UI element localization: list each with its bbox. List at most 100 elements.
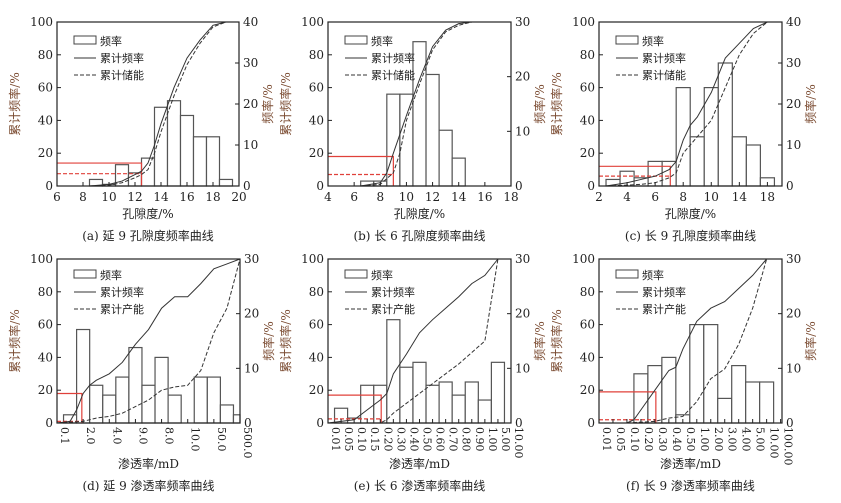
frequency-bar [451, 157, 466, 187]
frequency-bar [647, 365, 663, 424]
frequency-bar [167, 394, 182, 424]
frequency-bar [731, 365, 747, 424]
cumulative-second-line [89, 21, 227, 187]
y2-tick-label: 0 [786, 416, 794, 430]
frequency-bar [633, 373, 649, 424]
y2-tick-label: 0 [515, 416, 523, 430]
panel-b: 0 20 40 60 80 100 0 10 20 30 4 6 8 10 12 14 16 18 孔隙度/% (b)… [278, 15, 547, 243]
y-tick-label: 80 [580, 48, 595, 62]
x-tick-label: 14 [451, 190, 467, 204]
cumulative-frequency-line [360, 21, 472, 187]
y-tick-label: 0 [316, 179, 324, 193]
legend-label-cumulative-frequency: 累计频率 [642, 285, 686, 299]
x-tick-label: 8 [376, 190, 384, 204]
frequency-bar [128, 346, 143, 424]
y2-axis-label: 频率/% [532, 84, 547, 123]
x-tick-label: 50.0 [215, 427, 228, 452]
y-tick-label: 0 [587, 416, 595, 430]
frequency-bar [179, 114, 195, 187]
x-tick-label: 0.80 [460, 427, 473, 452]
frequency-bar [206, 376, 221, 424]
x-tick-label: 0.40 [407, 427, 420, 452]
y-tick-label: 0 [316, 416, 324, 430]
panel-caption: (c) 长 9 孔隙度频率曲线 [625, 228, 756, 243]
legend-label-cumulative-frequency: 累计频率 [100, 51, 144, 65]
y-axis-label: 累计频率/% [7, 309, 22, 372]
x-tick-label: 0.10 [628, 427, 641, 452]
y2-tick-label: 10 [786, 138, 801, 152]
y2-tick-label: 30 [244, 252, 259, 266]
y-tick-label: 100 [30, 15, 53, 29]
frequency-bar [717, 62, 733, 187]
y-tick-label: 100 [30, 252, 53, 266]
y2-axis-label: 频率/% [803, 321, 818, 360]
legend-bar-swatch [615, 269, 639, 279]
x-tick-label: 0.20 [642, 427, 655, 452]
y-axis-label: 累计频率/% [549, 309, 564, 372]
plot-frame [56, 258, 241, 424]
x-tick-label: 0.30 [656, 427, 669, 452]
cumulative-frequency-line [327, 258, 499, 424]
x-tick-label: 0.50 [421, 427, 434, 452]
y-tick-label: 100 [301, 252, 324, 266]
y2-tick-label: 10 [243, 138, 258, 152]
frequency-bar [386, 319, 401, 424]
frequency-bar [745, 381, 761, 424]
cumulative-frequency-line [56, 258, 241, 424]
cutoff-line-frequency [599, 165, 671, 186]
legend-label-cumulative-frequency: 累计频率 [371, 51, 415, 65]
frequency-bar [166, 100, 182, 187]
y2-tick-label: 30 [786, 252, 801, 266]
cumulative-second-line [605, 21, 768, 187]
cutoff-line-frequency [57, 162, 143, 186]
frequency-bar [218, 178, 234, 187]
x-tick-label: 100.00 [782, 427, 795, 466]
legend-label-cumulative-frequency: 累计频率 [642, 51, 686, 65]
panel-d: 0 20 40 60 80 100 0 10 20 30 0.1 2.0 4.0 9.0 8.0 10.0 50… [7, 252, 276, 493]
x-tick-label: 8.0 [163, 427, 176, 445]
legend-label-cumulative-second: 累计产能 [100, 302, 144, 316]
y-tick-label: 0 [45, 416, 53, 430]
y2-tick-label: 40 [786, 15, 801, 29]
frequency-bar [661, 160, 677, 187]
frequency-bar [745, 144, 761, 187]
x-tick-label: 12 [425, 190, 440, 204]
y-tick-label: 60 [580, 318, 595, 332]
x-tick-label: 20 [231, 190, 246, 204]
x-tick-label: 1.00 [698, 427, 711, 452]
y-axis-label: 累计频率/% [278, 309, 293, 372]
frequency-bar [464, 381, 479, 424]
legend-label-frequency: 频率 [100, 34, 122, 48]
cutoff-line-frequency [599, 391, 657, 423]
frequency-bar [141, 384, 156, 424]
x-tick-label: 5.00 [754, 427, 767, 452]
y-tick-label: 40 [580, 113, 595, 127]
y2-axis-label: 频率/% [260, 84, 275, 123]
x-tick-label: 0.01 [600, 427, 613, 452]
frequency-bar [232, 414, 241, 424]
frequency-bar [193, 376, 208, 424]
cumulative-second-line [360, 21, 472, 187]
frequency-bar [689, 324, 705, 424]
x-tick-label: 2.00 [712, 427, 725, 452]
x-tick-label: 18 [205, 190, 220, 204]
x-tick-label: 1.00 [486, 427, 499, 452]
frequency-bar [399, 366, 414, 424]
legend-label-cumulative-second: 累计产能 [371, 302, 415, 316]
plot-frame [327, 21, 512, 187]
legend-bar-swatch [344, 269, 368, 279]
legend-bar-swatch [615, 35, 639, 45]
x-tick-label: 18 [760, 190, 775, 204]
frequency-bar [675, 86, 691, 187]
x-tick-label: 14 [732, 190, 748, 204]
legend-bar-swatch [73, 269, 97, 279]
frequency-bar [661, 356, 677, 424]
cumulative-second-line [328, 258, 499, 424]
y-tick-label: 0 [45, 179, 53, 193]
frequency-bar [438, 381, 453, 424]
cutoff-line-frequency [328, 155, 394, 186]
y2-tick-label: 40 [243, 15, 258, 29]
plot-frame [598, 258, 783, 424]
x-tick-label: 5.00 [499, 427, 512, 452]
